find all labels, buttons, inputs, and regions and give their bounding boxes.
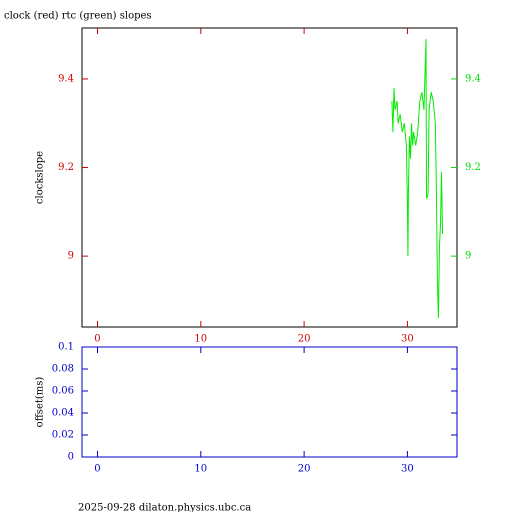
chart-title: clock (red) rtc (green) slopes bbox=[4, 11, 152, 22]
y-tick-label: 0.1 bbox=[58, 342, 74, 353]
footer: 2025-09-28 dilaton.physics.ubc.ca bbox=[78, 503, 251, 512]
y2-tick-label: 9 bbox=[465, 251, 471, 262]
y-tick-label: 0 bbox=[68, 452, 74, 463]
y-tick-label: 0.08 bbox=[52, 364, 74, 375]
x-tick-label: 20 bbox=[298, 334, 311, 345]
plot-frame bbox=[81, 27, 458, 328]
y2-tick-label: 9.2 bbox=[465, 162, 481, 173]
y-tick-label: 9.2 bbox=[58, 162, 74, 173]
x-tick-label: 30 bbox=[401, 334, 414, 345]
y-tick-label: 9 bbox=[68, 251, 74, 262]
y-axis-label: clockslope bbox=[35, 151, 46, 204]
plot-frame bbox=[81, 346, 458, 458]
x-tick-label: 30 bbox=[401, 464, 414, 475]
x-tick-label: 10 bbox=[194, 334, 207, 345]
y-tick-label: 0.06 bbox=[52, 386, 74, 397]
x-tick-label: 0 bbox=[94, 464, 100, 475]
y-tick-label: 0.02 bbox=[52, 430, 74, 441]
y-tick-label: 9.4 bbox=[58, 73, 74, 84]
x-tick-label: 10 bbox=[194, 464, 207, 475]
x-tick-label: 0 bbox=[94, 334, 100, 345]
x-tick-label: 20 bbox=[298, 464, 311, 475]
y-tick-label: 0.04 bbox=[52, 408, 74, 419]
data-line bbox=[391, 39, 444, 319]
y-axis-label: offset(ms) bbox=[35, 377, 46, 428]
y2-tick-label: 9.4 bbox=[465, 73, 481, 84]
